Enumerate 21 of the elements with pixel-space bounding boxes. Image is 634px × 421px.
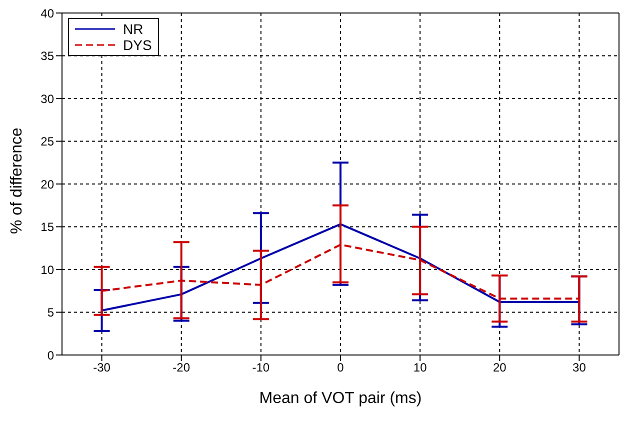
- y-tick-label: 5: [47, 306, 54, 320]
- y-tick-label: 30: [40, 92, 54, 106]
- x-axis-title: Mean of VOT pair (ms): [259, 390, 422, 407]
- x-tick-label: -30: [93, 360, 111, 375]
- y-tick-label: 25: [40, 134, 54, 149]
- y-tick-label: 40: [40, 6, 54, 20]
- line-series: [100, 223, 580, 312]
- y-tick-label: 10: [40, 262, 54, 277]
- y-axis-title: % of difference: [8, 127, 26, 234]
- legend-label: NR: [123, 21, 144, 37]
- x-tick-label: -20: [172, 360, 190, 375]
- x-tick-label: 30: [572, 360, 586, 375]
- y-tick-label: 15: [40, 220, 54, 234]
- y-tick-label: 0: [47, 348, 54, 362]
- x-tick-label: 20: [492, 360, 507, 375]
- legend-label: DYS: [123, 37, 152, 53]
- y-tick-label: 20: [40, 177, 54, 192]
- y-tick-label: 35: [40, 49, 54, 64]
- x-tick-label: 10: [413, 360, 428, 375]
- x-tick-label: -10: [252, 360, 270, 375]
- x-tick-label: 0: [337, 360, 344, 375]
